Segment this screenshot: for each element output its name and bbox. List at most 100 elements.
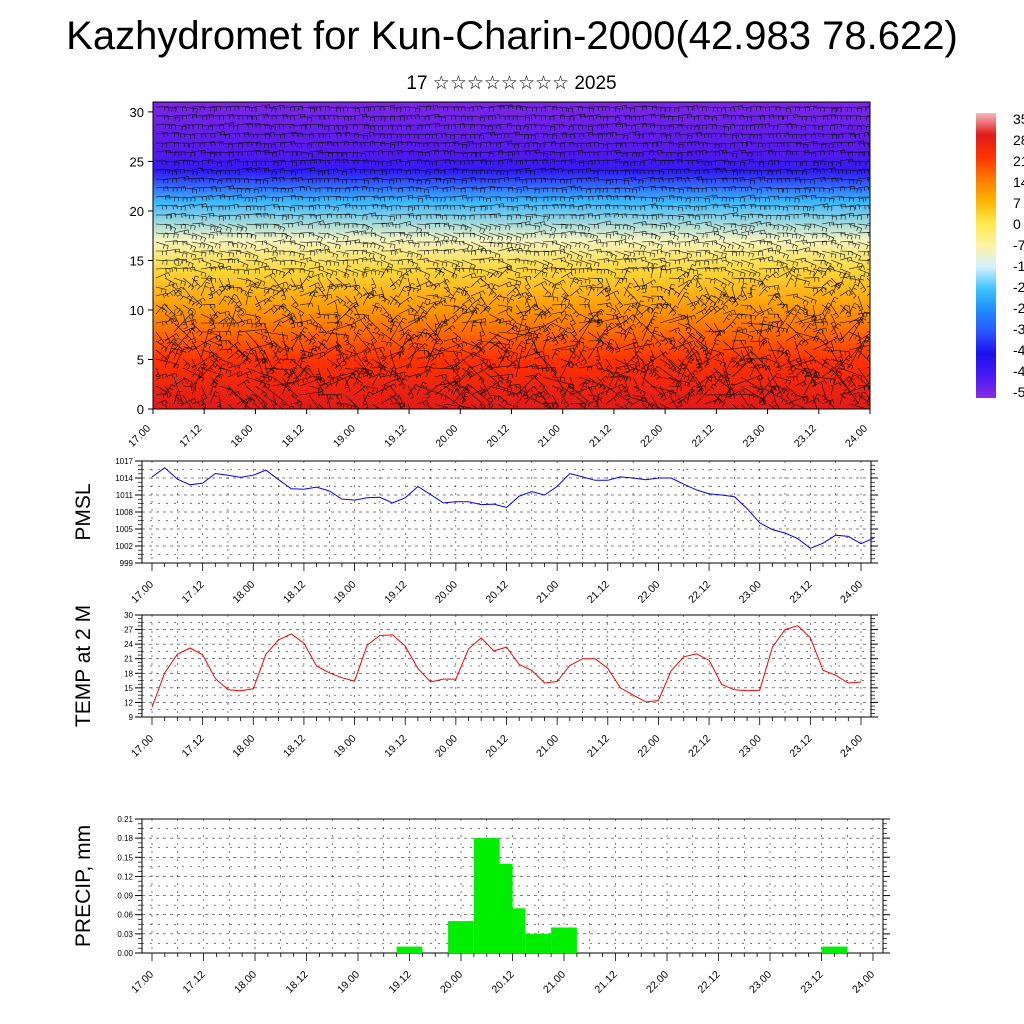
wind-barb xyxy=(191,203,207,207)
wind-barb xyxy=(389,205,401,207)
wind-barb-flag xyxy=(182,252,184,257)
wind-barb xyxy=(677,204,690,207)
wind-barb xyxy=(389,259,403,262)
wind-barb-flag xyxy=(433,262,435,267)
wind-barb xyxy=(452,240,464,243)
wind-barb-flag xyxy=(388,222,390,228)
wind-barb-flag xyxy=(246,264,249,269)
wind-barb xyxy=(380,124,393,127)
wind-barb xyxy=(587,223,599,226)
wind-barb-flag xyxy=(445,290,450,293)
wind-barb-flag xyxy=(163,244,165,249)
wind-barb-flag xyxy=(554,126,556,131)
wind-barb-flag xyxy=(712,204,714,209)
wind-barb xyxy=(173,277,186,283)
wind-barb-flag xyxy=(370,270,373,275)
wind-barb-flag xyxy=(843,254,846,259)
wind-barb xyxy=(182,160,194,162)
wind-barb-flag xyxy=(264,168,266,173)
wind-barb xyxy=(200,232,214,236)
wind-barb xyxy=(326,250,338,255)
wind-barb xyxy=(596,220,611,225)
wind-barb-flag xyxy=(250,244,253,249)
wind-barb-flag xyxy=(659,225,662,230)
wind-barb xyxy=(632,160,645,163)
wind-barb-flag xyxy=(865,126,867,131)
wind-barb xyxy=(182,203,194,207)
wind-barb xyxy=(497,158,511,162)
wind-barb xyxy=(821,124,835,127)
wind-barb xyxy=(191,214,207,218)
wind-barb xyxy=(254,205,266,208)
wind-barb xyxy=(533,106,546,109)
wind-barb-flag xyxy=(289,236,292,241)
wind-barb-flag xyxy=(662,198,664,203)
wind-barb xyxy=(452,195,467,198)
wind-barb xyxy=(506,105,521,108)
wind-barb xyxy=(308,196,320,198)
wind-barb xyxy=(848,259,863,265)
wind-barb-flag xyxy=(309,186,311,191)
wind-barb-flag xyxy=(828,161,830,166)
wind-barb xyxy=(155,241,169,247)
wind-barb-flag xyxy=(616,231,618,236)
wind-barb xyxy=(218,151,234,154)
wind-barb-flag xyxy=(860,228,862,233)
wind-barb xyxy=(857,223,870,226)
wind-barb-flag xyxy=(610,271,613,276)
wind-barb xyxy=(596,159,608,162)
wind-barb xyxy=(641,158,656,162)
wind-barb xyxy=(335,250,349,254)
wind-barb xyxy=(650,258,665,261)
wind-barb-flag xyxy=(777,226,779,231)
wind-barb xyxy=(776,169,792,171)
wind-barb-flag xyxy=(188,284,192,288)
wind-barb-flag xyxy=(338,158,341,163)
wind-barb-flag xyxy=(870,246,871,250)
wind-barb-flag xyxy=(610,254,614,258)
wind-barb xyxy=(650,169,664,172)
wind-barb xyxy=(227,105,239,108)
wind-barb xyxy=(659,240,673,243)
wind-barb xyxy=(434,159,450,162)
wind-barb xyxy=(407,124,423,126)
wind-barb-flag xyxy=(621,105,624,110)
wind-barb-flag xyxy=(226,226,228,231)
wind-barb xyxy=(524,114,536,117)
wind-barb xyxy=(209,277,216,291)
wind-barb-flag xyxy=(347,274,350,279)
wind-barb xyxy=(551,132,567,135)
wind-barb xyxy=(866,160,870,162)
wind-barb xyxy=(245,178,261,181)
wind-barb-flag xyxy=(190,267,192,272)
wind-barb-flag xyxy=(318,171,320,176)
wind-barb xyxy=(173,250,188,254)
wind-barb-flag xyxy=(554,228,557,233)
wind-barb xyxy=(605,223,620,226)
wind-barb-flag xyxy=(589,108,591,113)
wind-barb-flag xyxy=(322,266,324,271)
wind-barb xyxy=(596,142,609,145)
wind-barb-flag xyxy=(278,289,282,293)
wind-barb-flag xyxy=(546,244,548,249)
wind-barb xyxy=(605,169,618,171)
wind-barb-flag xyxy=(580,262,582,267)
wind-barb-flag xyxy=(243,161,245,166)
wind-barb-flag xyxy=(522,234,525,239)
wind-barb-flag xyxy=(408,195,410,200)
wind-barb-flag xyxy=(302,254,305,259)
wind-barb-flag xyxy=(236,226,239,231)
wind-barb-flag xyxy=(328,249,330,254)
wind-barb-flag xyxy=(830,168,833,173)
wind-barb xyxy=(812,150,825,153)
wind-barb-flag xyxy=(744,162,746,167)
wind-barb xyxy=(767,259,782,263)
wind-barb-flag xyxy=(198,258,200,263)
wind-barb xyxy=(767,151,780,153)
wind-barb xyxy=(362,131,374,135)
wind-barb-flag xyxy=(259,123,261,128)
wind-barb-flag xyxy=(505,225,507,230)
wind-barb xyxy=(443,178,455,180)
wind-barb-flag xyxy=(275,257,277,262)
wind-barb xyxy=(335,158,348,162)
